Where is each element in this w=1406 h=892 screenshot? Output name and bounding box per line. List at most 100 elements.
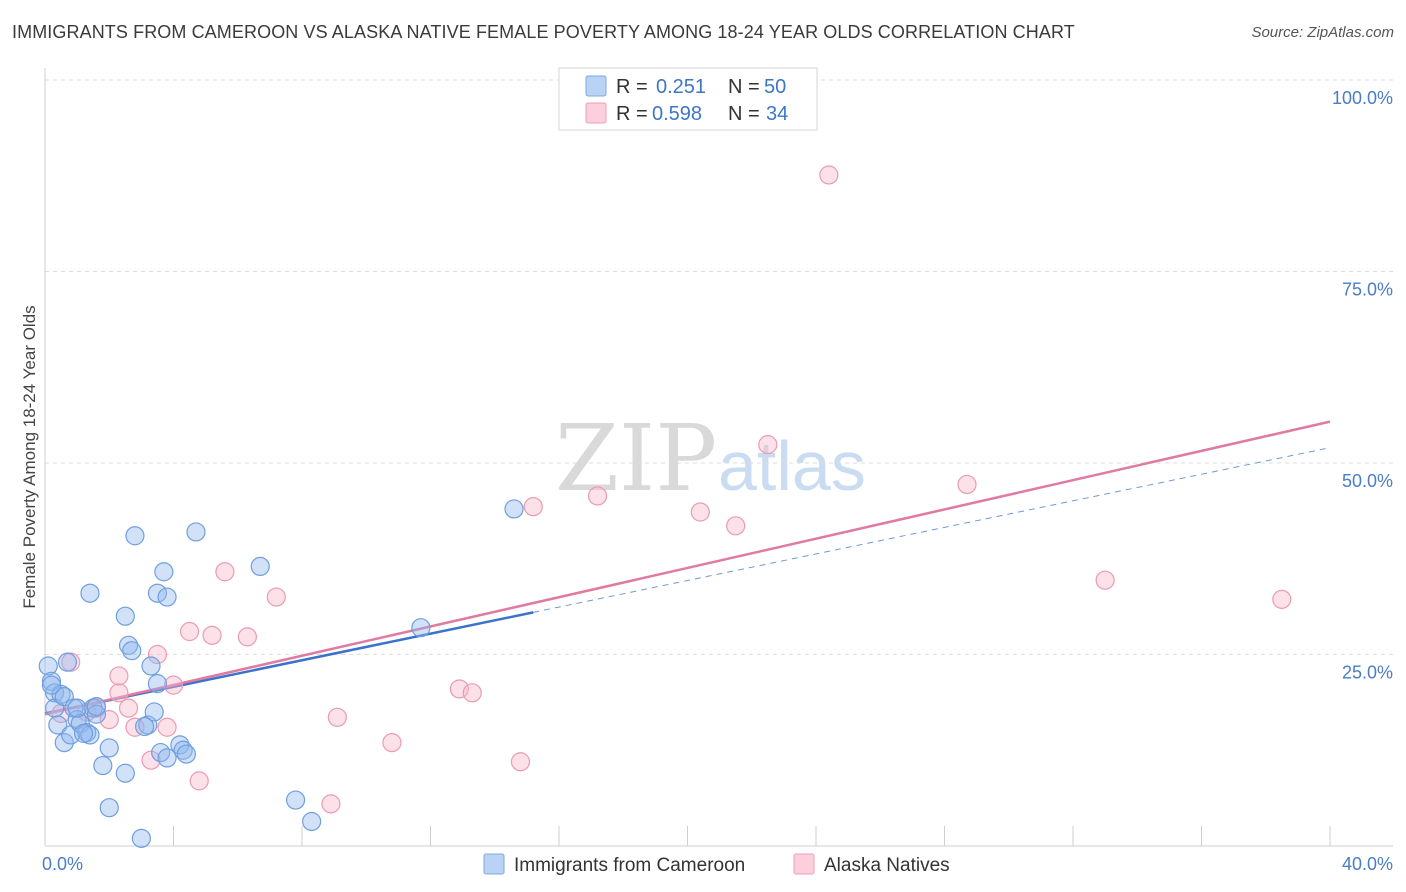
y-tick-label: 25.0% — [1342, 663, 1393, 683]
point-cameroon — [54, 732, 74, 753]
legend-swatch-pink — [585, 102, 607, 124]
point-cameroon — [186, 522, 206, 542]
trend-line-alaska — [44, 420, 1331, 716]
x-tick-label-max: 40.0% — [1342, 854, 1393, 874]
chart-title: IMMIGRANTS FROM CAMEROON VS ALASKA NATIV… — [12, 22, 1075, 42]
point-alaska — [157, 717, 177, 737]
point-alaska — [957, 474, 977, 495]
legend-swatch-blue — [585, 75, 607, 97]
point-cameroon — [86, 696, 107, 717]
trend-line-cameroon-extension — [533, 447, 1331, 613]
point-alaska — [147, 644, 168, 665]
point-cameroon — [93, 755, 113, 776]
point-cameroon — [67, 698, 87, 718]
y-tick-labels: 25.0% 50.0% 75.0% 100.0% — [1332, 88, 1393, 683]
grid-lines — [45, 79, 1393, 655]
point-cameroon — [411, 618, 431, 638]
point-cameroon — [151, 742, 171, 763]
point-alaska — [202, 625, 222, 645]
trend-lines — [44, 420, 1331, 716]
y-tick-label: 50.0% — [1342, 471, 1393, 491]
point-cameroon — [73, 723, 94, 743]
point-alaska — [118, 698, 139, 718]
point-alaska — [141, 750, 161, 770]
point-alaska — [1095, 570, 1115, 590]
legend-n-label-2: N = — [728, 103, 760, 125]
y-tick-label: 100.0% — [1332, 88, 1393, 108]
series-legend-swatch-cameroon — [483, 853, 505, 875]
point-cameroon — [118, 635, 139, 655]
point-cameroon — [157, 587, 177, 607]
point-alaska — [758, 435, 778, 455]
series-legend: Immigrants from Cameroon Alaska Natives — [483, 853, 950, 876]
legend-r-value-1: 0.251 — [656, 76, 706, 98]
point-alaska — [237, 627, 257, 647]
point-cameroon — [141, 656, 161, 676]
point-cameroon — [144, 702, 164, 722]
series-legend-label-alaska: Alaska Natives — [824, 855, 950, 876]
point-cameroon — [99, 798, 119, 818]
point-cameroon — [115, 763, 135, 783]
series-legend-label-cameroon: Immigrants from Cameroon — [514, 855, 745, 876]
point-cameroon — [134, 716, 155, 737]
legend-r-label-2: R = — [616, 103, 648, 125]
point-alaska — [690, 502, 710, 522]
point-alaska — [510, 752, 531, 772]
point-cameroon — [131, 828, 151, 848]
point-alaska — [179, 621, 200, 642]
point-cameroon — [157, 748, 177, 768]
watermark-zip: ZIP — [555, 405, 717, 512]
point-cameroon — [122, 641, 142, 661]
point-cameroon — [99, 738, 119, 758]
point-alaska — [819, 165, 839, 185]
correlation-legend: R = 0.251 N = 50 R = 0.598 N = 34 — [558, 67, 818, 131]
watermark-atlas: atlas — [718, 427, 866, 505]
point-alaska — [99, 710, 119, 730]
point-alaska — [109, 666, 129, 686]
legend-n-value-2: 34 — [766, 103, 788, 125]
legend-n-value-1: 50 — [764, 76, 786, 98]
point-cameroon — [57, 652, 78, 672]
point-cameroon — [154, 562, 174, 582]
point-alaska — [523, 497, 543, 517]
point-alaska — [163, 675, 184, 695]
point-cameroon — [80, 725, 100, 745]
point-cameroon — [176, 744, 196, 764]
point-cameroon — [80, 583, 100, 603]
legend-r-label-1: R = — [616, 76, 648, 98]
point-cameroon — [38, 656, 58, 676]
point-alaska — [1272, 589, 1292, 609]
point-alaska — [266, 587, 286, 607]
point-alaska — [189, 771, 209, 791]
point-cameroon — [115, 606, 135, 626]
source-credit: Source: ZipAtlas.com — [1251, 24, 1394, 41]
point-cameroon — [147, 583, 168, 603]
point-cameroon — [302, 811, 322, 832]
point-cameroon — [86, 704, 107, 724]
point-cameroon — [504, 499, 524, 519]
data-points — [38, 165, 1292, 848]
x-tick-label-min: 0.0% — [42, 854, 83, 874]
point-cameroon — [45, 683, 65, 703]
y-tick-label: 75.0% — [1342, 280, 1393, 300]
series-legend-swatch-alaska — [793, 853, 815, 875]
point-cameroon — [125, 526, 145, 546]
axes — [44, 68, 1393, 847]
legend-n-label-1: N = — [728, 76, 760, 98]
point-alaska — [726, 516, 746, 536]
point-alaska — [321, 794, 341, 814]
point-cameroon — [48, 715, 68, 735]
point-alaska — [327, 707, 347, 727]
point-cameroon — [41, 675, 62, 695]
y-axis-label: Female Poverty Among 18-24 Year Olds — [20, 305, 39, 608]
point-cameroon — [147, 674, 168, 694]
point-alaska — [215, 562, 235, 582]
point-cameroon — [250, 556, 270, 577]
point-alaska — [449, 679, 470, 699]
legend-r-value-2: 0.598 — [652, 103, 702, 125]
point-alaska — [109, 683, 129, 703]
point-alaska — [462, 683, 482, 703]
point-cameroon — [285, 790, 306, 810]
point-alaska — [382, 732, 402, 753]
